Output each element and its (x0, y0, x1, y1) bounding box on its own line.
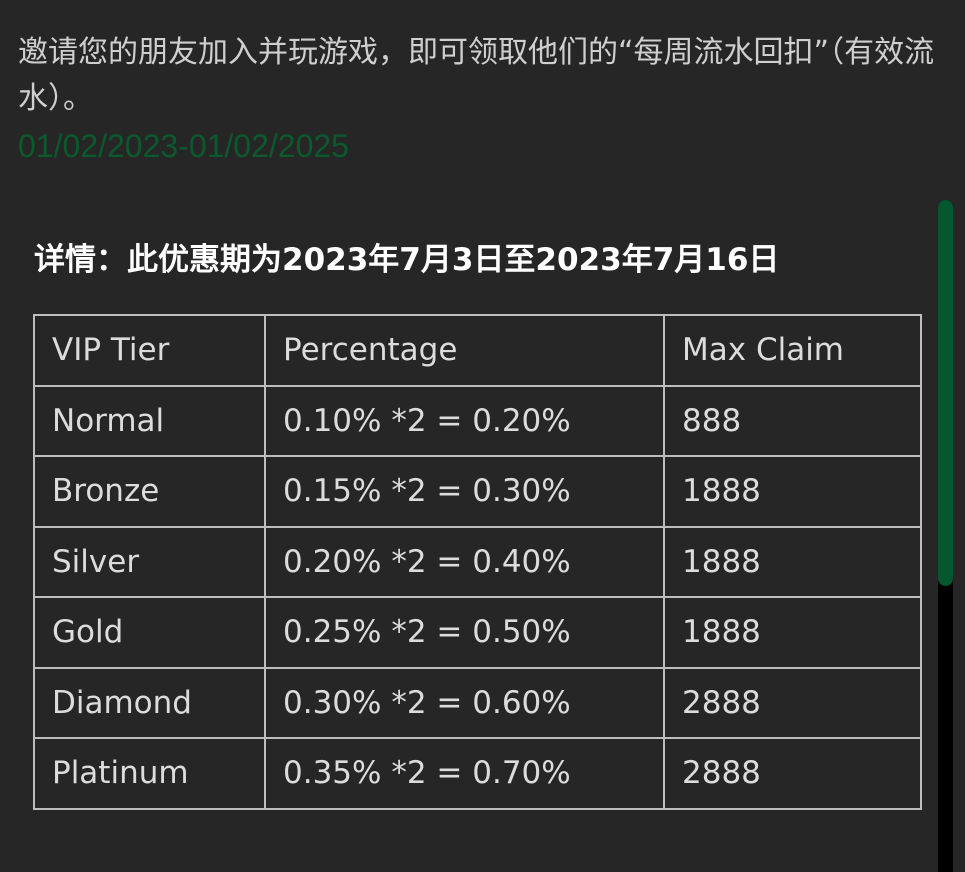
percentage-cell: 0.30% *2 = 0.60% (264, 666, 665, 739)
max-claim-cell: 2888 (663, 737, 922, 810)
scrollbar-thumb[interactable] (938, 200, 953, 586)
table-row: Normal 0.10% *2 = 0.20% 888 (33, 384, 922, 457)
percentage-cell: 0.20% *2 = 0.40% (264, 525, 665, 598)
vip-tier-table: VIP Tier Percentage Max Claim Normal 0.10… (33, 314, 922, 810)
max-claim-cell: 888 (663, 384, 922, 457)
header-cell: Percentage (264, 314, 665, 387)
table-row: Gold 0.25% *2 = 0.50% 1888 (33, 596, 922, 669)
percentage-cell: 0.15% *2 = 0.30% (264, 455, 665, 528)
percentage-cell: 0.25% *2 = 0.50% (264, 596, 665, 669)
header-cell: Max Claim (663, 314, 922, 387)
max-claim-cell: 1888 (663, 596, 922, 669)
table-row: Platinum 0.35% *2 = 0.70% 2888 (33, 737, 922, 810)
details-heading: 详情：此优惠期为2023年7月3日至2023年7月16日 (34, 242, 780, 278)
table-header-row: VIP Tier Percentage Max Claim (33, 314, 922, 387)
table-row: Silver 0.20% *2 = 0.40% 1888 (33, 525, 922, 598)
date-range: 01/02/2023-01/02/2025 (18, 128, 349, 164)
header-cell: VIP Tier (33, 314, 266, 387)
tier-cell: Platinum (33, 737, 266, 810)
max-claim-cell: 1888 (663, 525, 922, 598)
tier-cell: Silver (33, 525, 266, 598)
max-claim-cell: 1888 (663, 455, 922, 528)
percentage-cell: 0.10% *2 = 0.20% (264, 384, 665, 457)
tier-cell: Diamond (33, 666, 266, 739)
percentage-cell: 0.35% *2 = 0.70% (264, 737, 665, 810)
table-row: Diamond 0.30% *2 = 0.60% 2888 (33, 666, 922, 739)
max-claim-cell: 2888 (663, 666, 922, 739)
tier-cell: Normal (33, 384, 266, 457)
table-row: Bronze 0.15% *2 = 0.30% 1888 (33, 455, 922, 528)
intro-text: 邀请您的朋友加入并玩游戏，即可领取他们的“每周流水回扣”（有效流水）。 (18, 35, 935, 116)
tier-cell: Bronze (33, 455, 266, 528)
tier-cell: Gold (33, 596, 266, 669)
